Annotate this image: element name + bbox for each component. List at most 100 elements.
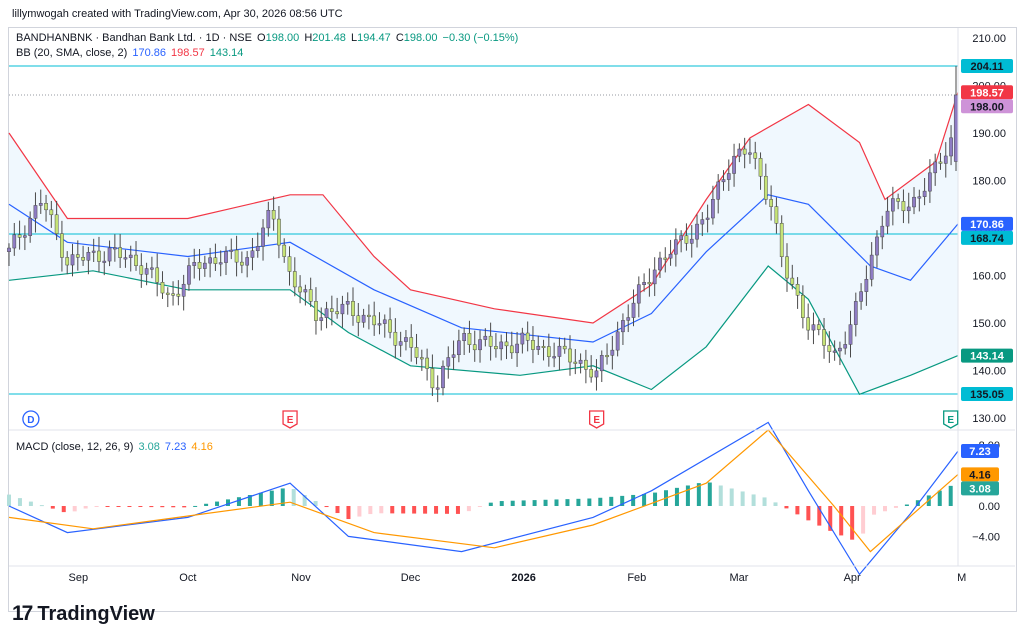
candle-body xyxy=(557,345,562,357)
candle xyxy=(928,159,932,203)
macd-hist-bar xyxy=(269,490,274,506)
candle xyxy=(631,289,636,327)
candle-body xyxy=(853,301,858,325)
macd-legend[interactable]: MACD (close, 12, 26, 9) 3.08 7.23 4.16 xyxy=(16,440,215,454)
symbol-title[interactable]: BANDHANBNK · Bandhan Bank Ltd. · 1D · NS… xyxy=(16,32,252,44)
candle-body xyxy=(933,161,938,174)
candle xyxy=(229,238,234,260)
macd-tag-text: 7.23 xyxy=(969,446,990,458)
candle-body xyxy=(97,250,101,262)
macd-tag-bg xyxy=(961,481,999,496)
candle xyxy=(515,331,519,367)
candle xyxy=(684,223,689,251)
macd-hist-bar xyxy=(291,489,296,506)
macd-hist-bar xyxy=(357,506,362,517)
candle-body xyxy=(695,223,699,240)
candle xyxy=(282,238,287,263)
candle xyxy=(679,230,683,253)
candle xyxy=(742,137,747,169)
bb-legend[interactable]: BB (20, SMA, close, 2) 170.86 198.57 143… xyxy=(16,46,245,60)
earnings-badge[interactable]: E xyxy=(282,410,298,429)
time-axis-label: Nov xyxy=(291,572,311,584)
candle xyxy=(17,220,22,250)
macd-hist-bar xyxy=(685,485,690,506)
badge-letter: D xyxy=(27,415,34,426)
candle-body xyxy=(472,344,477,351)
candle-body xyxy=(287,256,292,272)
tradingview-logo-text: TradingView xyxy=(37,602,155,625)
candle xyxy=(123,249,128,268)
high-label: H xyxy=(304,32,313,44)
candle xyxy=(689,225,694,258)
candle xyxy=(277,206,281,259)
macd-hist-bar xyxy=(653,492,658,506)
macd-hist-bar xyxy=(642,494,647,506)
candle xyxy=(65,251,70,275)
low-value: 194.47 xyxy=(357,32,391,44)
candle xyxy=(261,219,265,261)
candle-body xyxy=(65,257,70,266)
candle xyxy=(176,280,181,306)
candle-body xyxy=(404,337,408,342)
time-axis-label: 2026 xyxy=(511,572,535,584)
candle-body xyxy=(435,387,440,390)
candle-body xyxy=(890,198,895,212)
candle xyxy=(319,307,324,331)
chart-frame xyxy=(8,27,1017,612)
candle-body xyxy=(7,247,11,252)
candle xyxy=(192,248,197,279)
candle xyxy=(933,153,938,186)
candle xyxy=(7,243,11,266)
candle-body xyxy=(848,324,853,345)
price-tag-bg xyxy=(961,99,1013,114)
macd-hist-bar xyxy=(171,506,176,508)
candle-body xyxy=(906,206,911,212)
candle-body xyxy=(308,289,313,302)
candle-body xyxy=(314,301,318,321)
candle xyxy=(663,247,668,273)
price-tag: 143.14 xyxy=(961,348,1013,363)
macd-hist-bar xyxy=(226,499,230,506)
candle xyxy=(594,359,599,391)
price-tag-text: 198.00 xyxy=(970,101,1004,113)
earnings-badge[interactable]: E xyxy=(943,410,959,429)
candle xyxy=(372,301,377,336)
macd-hist-bar xyxy=(423,506,428,514)
macd-hist-bar xyxy=(17,498,22,506)
dividend-badge[interactable]: D xyxy=(22,410,40,428)
candle-body xyxy=(356,315,361,323)
macd-hist-bar xyxy=(466,506,471,512)
macd-hist-bar xyxy=(828,506,833,531)
candle xyxy=(801,285,805,329)
candle xyxy=(118,234,122,268)
candle-body xyxy=(753,152,758,159)
macd-hist-bar xyxy=(72,506,77,512)
candle xyxy=(202,255,207,277)
candle-body xyxy=(838,347,842,352)
macd-axis-label: 0.00 xyxy=(979,501,1000,513)
bollinger-band-fill xyxy=(9,92,958,395)
macd-hist-bar xyxy=(532,500,537,506)
bb-upper-line xyxy=(8,92,959,324)
macd-tag-bg xyxy=(961,467,999,482)
candle xyxy=(28,211,33,243)
candle xyxy=(345,292,350,315)
macd-hist-bar xyxy=(707,482,712,506)
macd-hist-bar xyxy=(521,500,526,506)
candle-body xyxy=(441,365,445,389)
tradingview-logo[interactable]: 17 TradingView xyxy=(12,602,155,626)
candle-body xyxy=(377,323,382,326)
candle xyxy=(674,228,678,267)
time-axis-label: M xyxy=(957,572,966,584)
earnings-badge[interactable]: E xyxy=(589,410,605,429)
candle xyxy=(943,142,948,178)
macd-hist-bar xyxy=(346,506,351,520)
price-axis-label: 160.00 xyxy=(972,271,1006,283)
candle xyxy=(70,243,75,277)
candle-body xyxy=(192,262,197,266)
candle xyxy=(266,201,271,237)
time-axis-label: Sep xyxy=(69,572,89,584)
candle xyxy=(472,330,477,362)
macd-hist-bar xyxy=(434,506,439,514)
